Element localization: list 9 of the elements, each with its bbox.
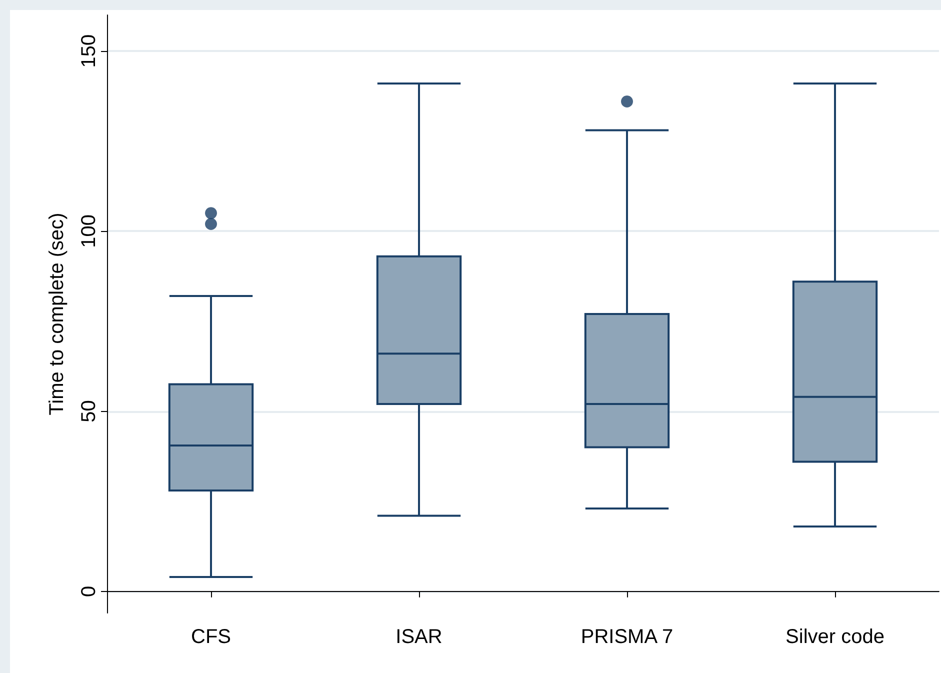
y-tick-label: 150 <box>78 34 100 68</box>
x-tick-label: Silver code <box>786 626 884 648</box>
x-tick-label: PRISMA 7 <box>580 626 674 648</box>
y-tick-label: 100 <box>78 214 100 248</box>
x-tick-label: ISAR <box>396 626 442 648</box>
y-axis-title: Time to complete (sec) <box>46 212 68 416</box>
y-tick-label: 50 <box>78 400 100 422</box>
y-tick-label: 0 <box>78 586 100 597</box>
x-tick-label: CFS <box>191 626 231 648</box>
